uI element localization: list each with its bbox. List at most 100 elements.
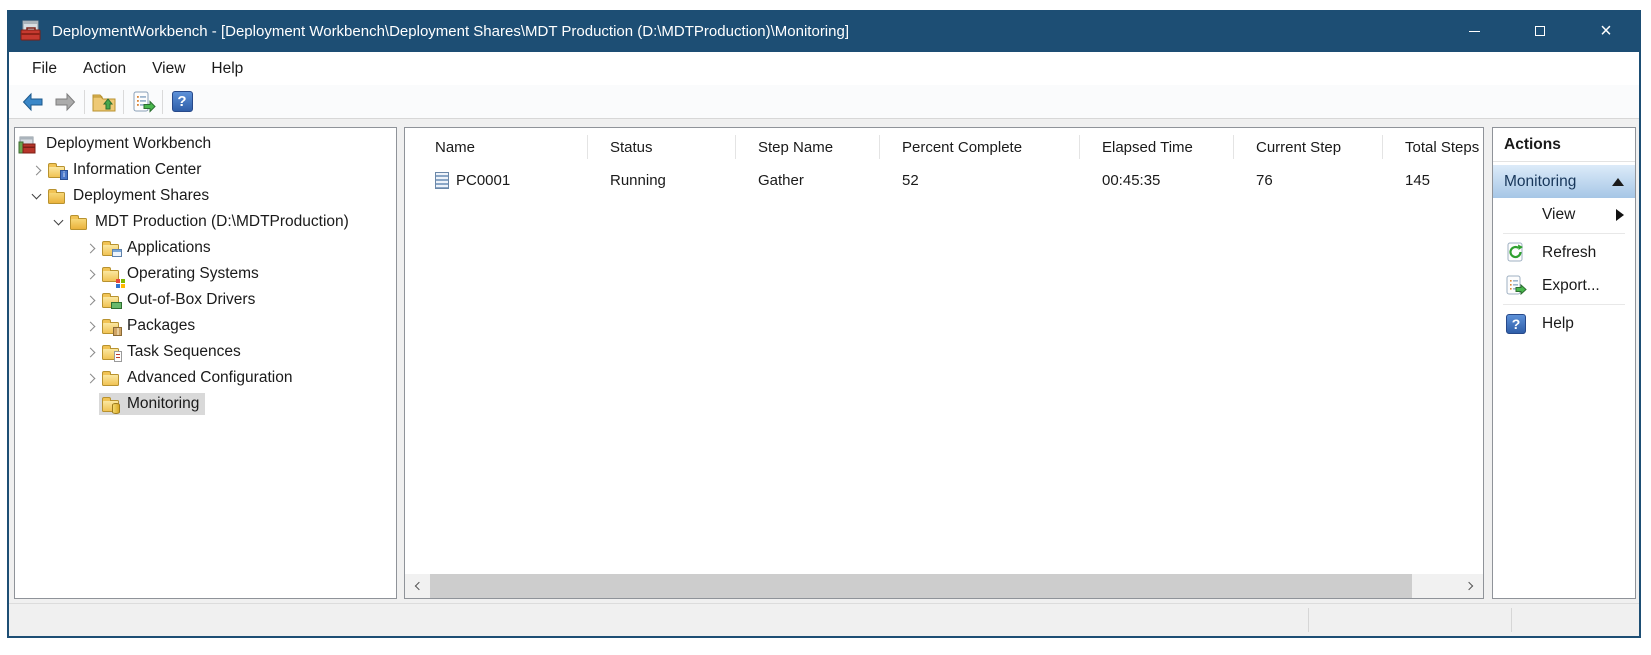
folder-monitoring-icon (101, 396, 121, 414)
forward-button[interactable] (49, 88, 81, 116)
action-refresh[interactable]: Refresh (1493, 236, 1635, 269)
status-bar-divider (1511, 608, 1512, 632)
table-row[interactable]: PC0001 Running Gather 52 00:45:35 76 145 (405, 166, 1483, 194)
folder-packages-icon (101, 318, 122, 336)
help-button[interactable] (166, 88, 198, 116)
maximize-icon (1535, 26, 1545, 36)
close-button[interactable]: × (1573, 10, 1639, 52)
maximize-button[interactable] (1507, 10, 1573, 52)
chevron-right-icon[interactable] (82, 373, 99, 383)
help-icon (1505, 313, 1527, 334)
actions-pane: Actions Monitoring View (1492, 127, 1636, 599)
column-header-status[interactable]: Status (588, 135, 736, 159)
export-list-button[interactable] (127, 88, 159, 116)
open-folder-icon (47, 188, 67, 205)
chevron-right-icon[interactable] (82, 295, 99, 305)
list-header-row: Name Status Step Name Percent Complete E… (405, 128, 1483, 166)
action-help-label: Help (1542, 314, 1574, 332)
minimize-button[interactable] (1441, 10, 1507, 52)
column-header-percent-complete[interactable]: Percent Complete (880, 135, 1080, 159)
back-arrow-icon (22, 92, 43, 111)
action-help[interactable]: Help (1493, 307, 1635, 340)
action-view[interactable]: View (1493, 198, 1635, 231)
horizontal-scrollbar[interactable] (405, 574, 1483, 598)
scroll-left-button[interactable] (405, 574, 430, 598)
scrollbar-thumb[interactable] (430, 574, 1412, 598)
column-header-total-steps[interactable]: Total Steps (1405, 138, 1480, 156)
tree-item-mdt-production[interactable]: MDT Production (D:\MDTProduction) (15, 209, 396, 235)
tree-item-out-of-box-drivers[interactable]: Out-of-Box Drivers (15, 287, 396, 313)
folder-task-sequences-icon (101, 344, 122, 362)
tree-selection-highlight: Monitoring (99, 393, 206, 415)
toolbar-separator (162, 89, 163, 114)
up-folder-icon (92, 94, 116, 111)
scroll-right-button[interactable] (1458, 574, 1483, 598)
column-header-name[interactable]: Name (405, 135, 588, 159)
action-export[interactable]: Export... (1493, 269, 1635, 302)
tree-item-monitoring[interactable]: Monitoring (15, 391, 396, 417)
refresh-icon (1505, 242, 1527, 263)
chevron-down-icon[interactable] (28, 189, 45, 200)
tree-item-advanced-configuration[interactable]: Advanced Configuration (15, 365, 396, 391)
cell-status: Running (610, 171, 666, 189)
menu-file[interactable]: File (32, 59, 57, 77)
column-header-step-name[interactable]: Step Name (736, 135, 880, 159)
folder-drivers-icon (101, 292, 122, 309)
menu-action[interactable]: Action (82, 59, 127, 77)
tree-item-task-sequences[interactable]: Task Sequences (15, 339, 396, 365)
export-icon (1505, 275, 1527, 296)
column-header-current-step[interactable]: Current Step (1234, 135, 1383, 159)
toolbar (9, 85, 1639, 119)
minimize-icon (1468, 30, 1480, 32)
toolbar-separator (84, 89, 85, 114)
chevron-right-icon[interactable] (82, 321, 99, 331)
chevron-right-icon[interactable] (82, 243, 99, 253)
help-icon (171, 91, 193, 112)
forward-arrow-icon (55, 92, 76, 111)
menu-help[interactable]: Help (211, 59, 244, 77)
tree-item-applications[interactable]: Applications (15, 235, 396, 261)
action-export-label: Export... (1542, 276, 1600, 294)
actions-group-monitoring[interactable]: Monitoring (1493, 165, 1635, 198)
results-pane: Name Status Step Name Percent Complete E… (404, 127, 1484, 599)
action-view-label: View (1542, 205, 1576, 223)
close-icon: × (1600, 20, 1612, 42)
folder-icon (101, 370, 121, 387)
status-bar (9, 603, 1639, 636)
app-window: DeploymentWorkbench - [Deployment Workbe… (7, 10, 1641, 638)
title-bar[interactable]: DeploymentWorkbench - [Deployment Workbe… (9, 10, 1639, 52)
menu-view[interactable]: View (152, 59, 186, 77)
submenu-arrow-icon (1616, 208, 1624, 221)
column-header-elapsed-time[interactable]: Elapsed Time (1080, 135, 1234, 159)
back-button[interactable] (17, 88, 49, 116)
collapse-up-icon[interactable] (1612, 177, 1624, 186)
folder-info-icon (47, 162, 68, 180)
up-one-level-button[interactable] (88, 88, 120, 116)
status-bar-divider (1308, 608, 1309, 632)
tree-pane: Deployment Workbench Information Center … (14, 127, 397, 599)
chevron-right-icon[interactable] (82, 269, 99, 279)
toolbar-separator (123, 89, 124, 114)
action-refresh-label: Refresh (1542, 243, 1597, 261)
actions-group-label: Monitoring (1504, 172, 1577, 190)
actions-separator (1503, 304, 1625, 305)
tree-item-information-center[interactable]: Information Center (15, 157, 396, 183)
cell-step-name: Gather (758, 171, 804, 189)
caption-buttons: × (1441, 10, 1639, 52)
computer-icon (435, 171, 449, 189)
app-toolbox-icon (19, 19, 43, 43)
cell-percent-complete: 52 (902, 171, 919, 189)
workbench-icon (18, 136, 38, 153)
chevron-down-icon[interactable] (50, 215, 67, 226)
actions-separator (1503, 233, 1625, 234)
window-title: DeploymentWorkbench - [Deployment Workbe… (52, 22, 849, 40)
chevron-right-icon[interactable] (28, 165, 45, 175)
tree-item-packages[interactable]: Packages (15, 313, 396, 339)
tree-item-deployment-workbench[interactable]: Deployment Workbench (15, 131, 396, 157)
tree-item-deployment-shares[interactable]: Deployment Shares (15, 183, 396, 209)
chevron-right-icon[interactable] (82, 347, 99, 357)
export-list-icon (133, 91, 156, 113)
menu-bar: File Action View Help (9, 52, 1639, 85)
tree-item-operating-systems[interactable]: Operating Systems (15, 261, 396, 287)
